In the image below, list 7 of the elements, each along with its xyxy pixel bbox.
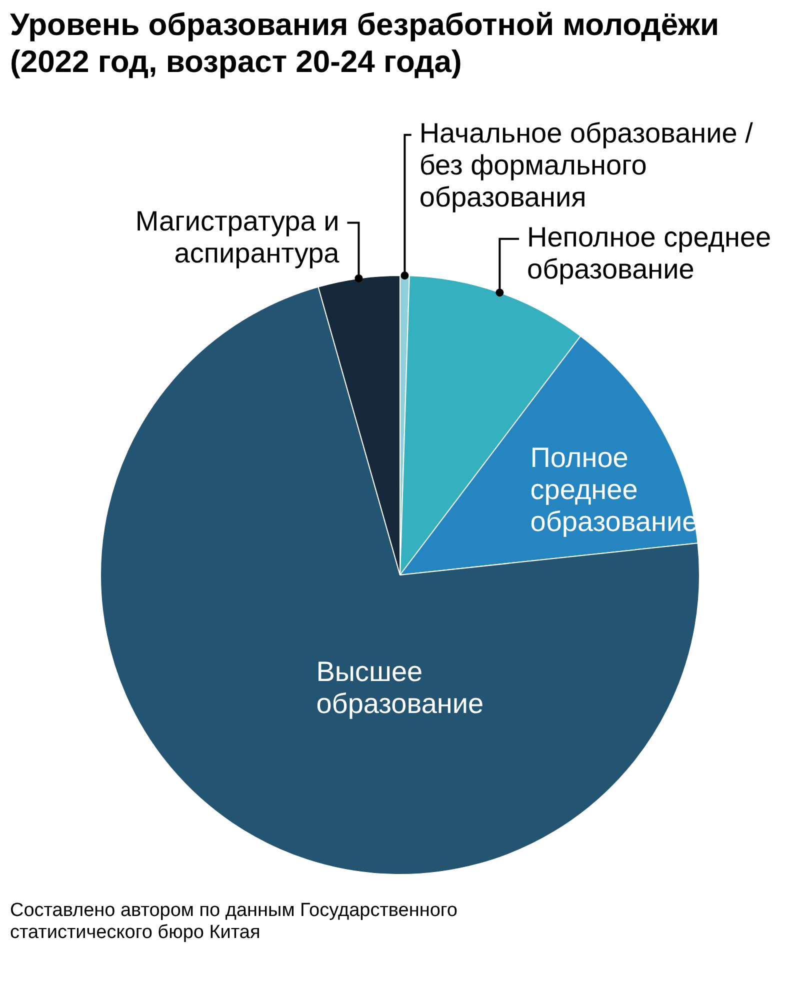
slice-label: Начальное образование / без формального образования <box>419 118 754 213</box>
text: Составлено автором по данным Государственного статистического бюро Китая <box>9 900 458 944</box>
chart-title: Уровень образования безработной молодёжи (2022 год, возраст 20-24 года) <box>9 6 720 80</box>
slice-label: Полное среднее образование <box>530 442 698 538</box>
slice-label: Высшее образование <box>316 656 484 720</box>
slice-label: Неполное среднее образование <box>526 222 772 285</box>
slice-label: Магистратура и аспирантура <box>135 206 340 269</box>
